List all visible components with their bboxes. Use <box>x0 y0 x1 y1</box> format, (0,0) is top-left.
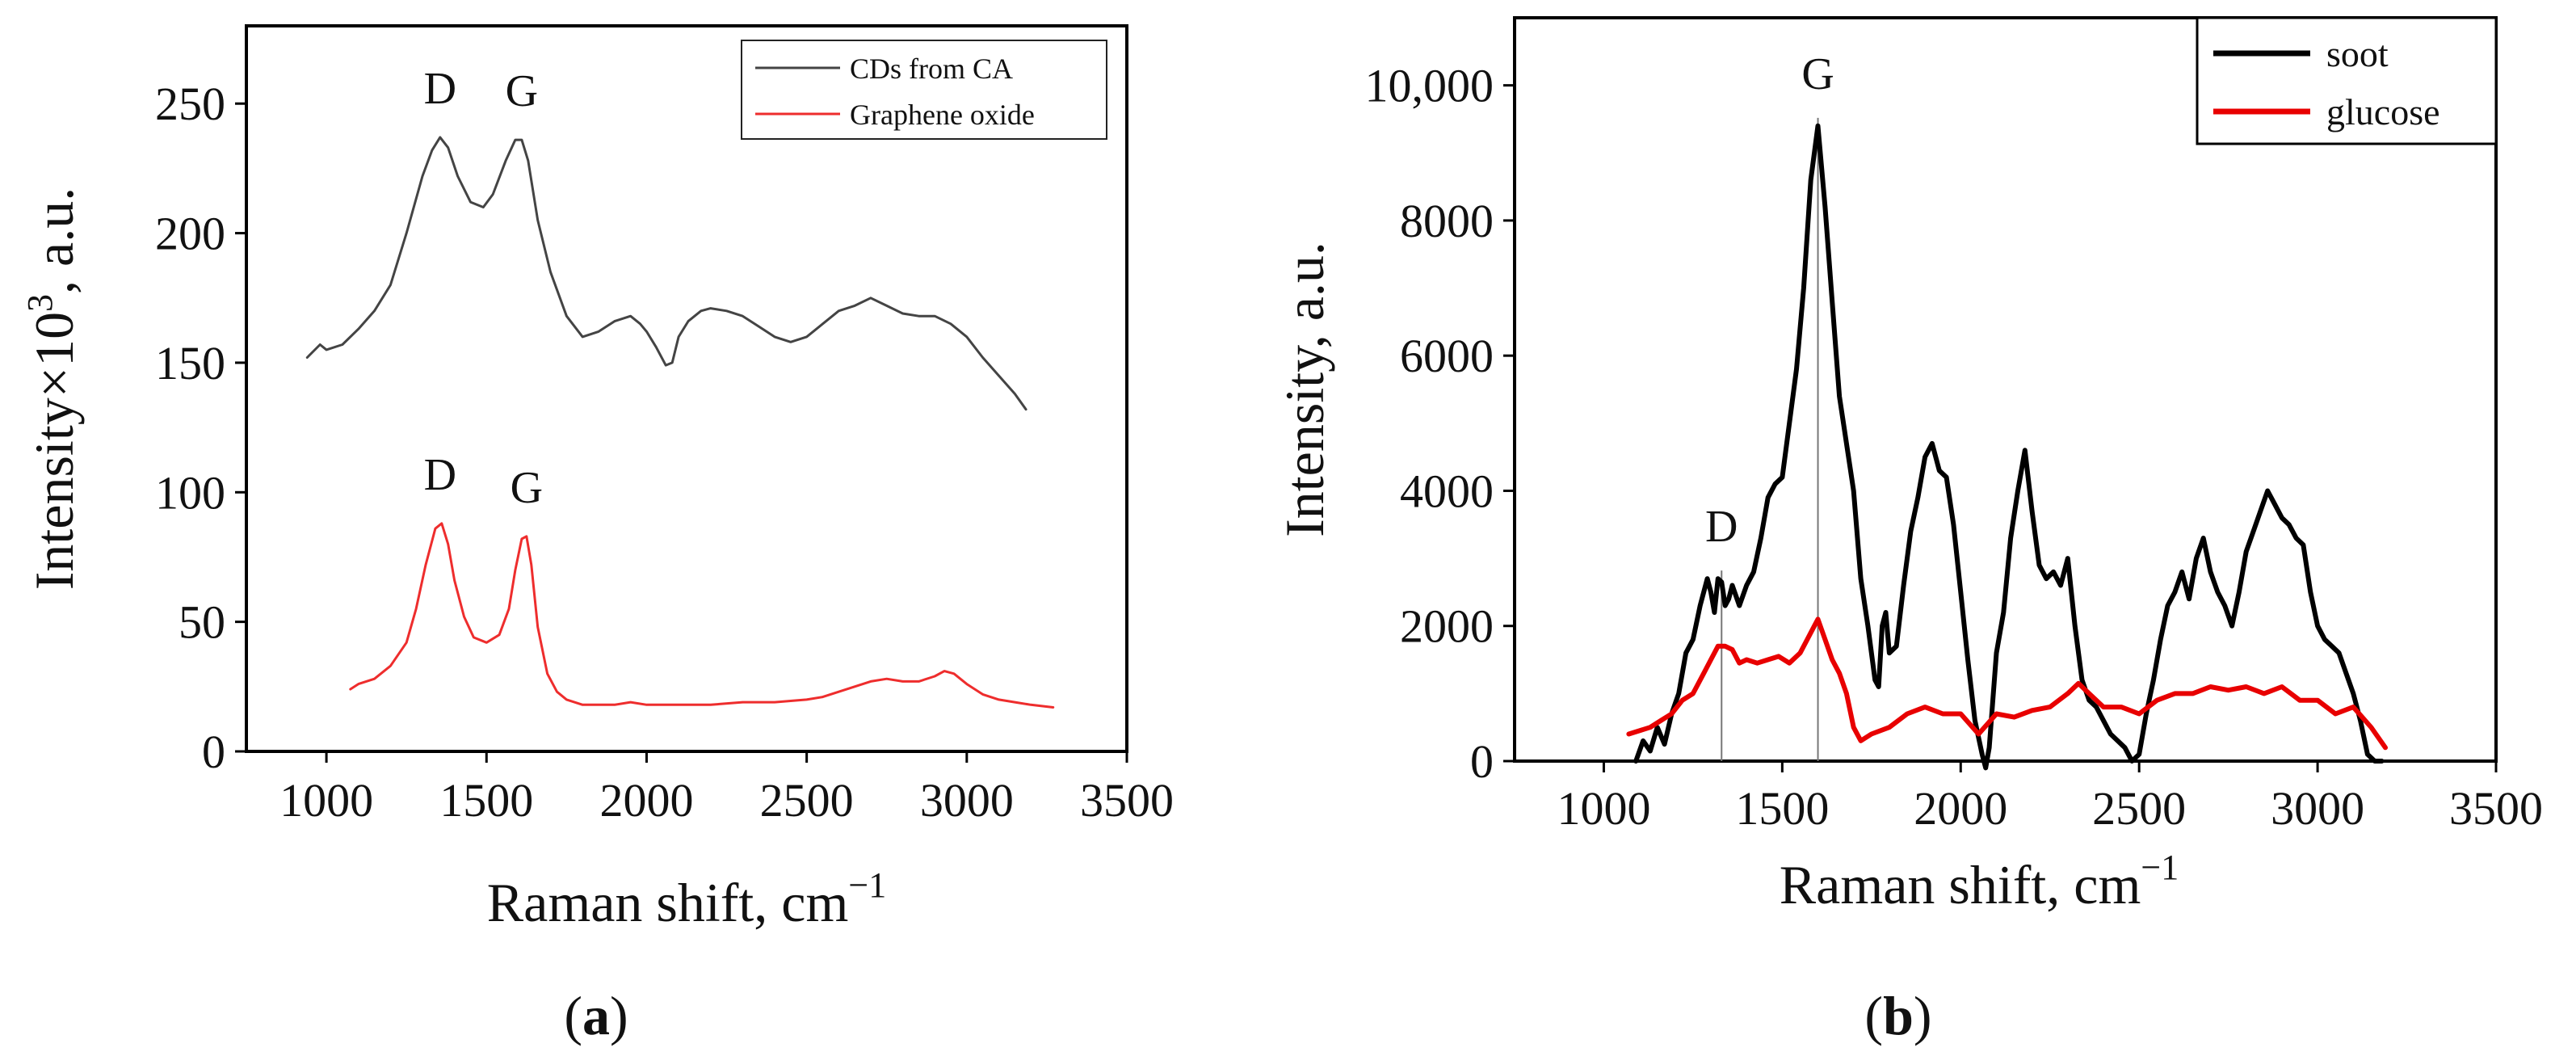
panel-a-x-tick-label: 3500 <box>1080 774 1174 827</box>
panel-b-y-axis-label: Intensity, a.u. <box>1274 242 1335 537</box>
panel-b-y-tick-label: 4000 <box>1400 465 1494 517</box>
panel-a-legend-label-0: CDs from CA <box>850 53 1013 85</box>
panel-b-caption: (b) <box>1864 985 1931 1046</box>
panel-a-legend-box <box>741 40 1107 140</box>
panel-a-peak-label-d: D <box>424 64 456 114</box>
panel-a-chart: 1000 1500 2000 2500 3000 3500050100150200250 … <box>20 24 1174 1046</box>
panel-b-peak-labels: DG <box>1705 49 1834 552</box>
panel-a-peak-label-d: D <box>424 450 456 500</box>
panel-b-x-tick-label: 3500 <box>2449 782 2543 835</box>
panel-b-y-tick-label: 10,000 <box>1365 60 1494 112</box>
panel-a-y-tick-label: 50 <box>179 596 225 649</box>
panel-b-axis-ticks: 1000 1500 2000 2500 3000 3500 0 2000 4000 6000 800… <box>1365 60 2544 835</box>
panel-a-peak-label-g: G <box>511 463 543 513</box>
panel-b-peak-label-d: D <box>1705 502 1738 552</box>
panel-b-x-tick-label: 1000 <box>1557 782 1650 835</box>
panel-b-series-line-soot <box>1633 123 2385 771</box>
panel-a-y-axis-label: Intensity×103, a.u. <box>20 187 85 591</box>
panel-a-x-tick-label: 3000 <box>920 774 1014 827</box>
panel-b-reference-lines <box>1721 117 1819 761</box>
panel-a-series-line-graphene-oxide <box>349 522 1055 709</box>
panel-a-series-line-cds-from-ca <box>305 136 1027 411</box>
panel-a-x-axis-label: Raman shift, cm−1 <box>487 865 886 933</box>
panel-b-y-tick-label: 2000 <box>1400 600 1494 653</box>
panel-a-series-lines <box>305 136 1055 709</box>
panel-a-legend-label-1: Graphene oxide <box>850 99 1035 131</box>
panel-b-legend: soot glucose <box>2196 16 2498 145</box>
panel-a-y-tick-label: 100 <box>155 466 225 519</box>
panel-b-peak-label-g: G <box>1801 49 1834 99</box>
panel-b-series-line-glucose <box>1626 616 2388 751</box>
panel-b-legend-box <box>2196 16 2498 145</box>
panel-b-x-axis-label: Raman shift, cm−1 <box>1780 848 2179 915</box>
panel-b-series-lines <box>1626 123 2388 771</box>
panel-a-x-tick-label: 1000 <box>279 774 373 827</box>
panel-a-y-tick-label: 0 <box>202 726 225 778</box>
panel-b-legend-label-0: soot <box>2326 33 2389 74</box>
panel-a-peak-labels: D GD G <box>424 64 543 513</box>
panel-a-legend: CDs from CA Graphene oxide <box>741 40 1107 140</box>
panel-b-x-tick-label: 2500 <box>2092 782 2186 835</box>
panel-a-y-tick-label: 250 <box>155 78 225 130</box>
panel-a-plot-frame <box>245 24 1128 753</box>
panel-a-peak-label-g: G <box>506 66 538 116</box>
panel-b-plot-frame <box>1513 16 2498 763</box>
panel-a-caption: (a) <box>564 985 628 1046</box>
panel-a-axis-ticks: 1000 1500 2000 2500 3000 3500 0 50 100 150 200 250 <box>155 78 1174 827</box>
panel-b-chart: 1000 1500 2000 2500 3000 3500 0 2000 4000 6000 800… <box>1274 16 2544 1046</box>
panel-a-x-tick-label: 2000 <box>599 774 693 827</box>
panel-b-x-tick-label: 1500 <box>1735 782 1829 835</box>
panel-b-y-tick-label: 0 <box>1470 735 1494 788</box>
panel-b-y-tick-label: 6000 <box>1400 330 1494 382</box>
panel-a-y-tick-label: 150 <box>155 337 225 389</box>
panel-b-x-tick-label: 3000 <box>2271 782 2364 835</box>
panel-a-x-tick-label: 2500 <box>760 774 854 827</box>
panel-a-x-tick-label: 1500 <box>439 774 533 827</box>
panel-b-legend-label-1: glucose <box>2326 91 2440 133</box>
panel-a-y-tick-label: 200 <box>155 208 225 260</box>
panel-b-y-tick-label: 8000 <box>1400 195 1494 247</box>
panel-b-x-tick-label: 2000 <box>1914 782 2007 835</box>
